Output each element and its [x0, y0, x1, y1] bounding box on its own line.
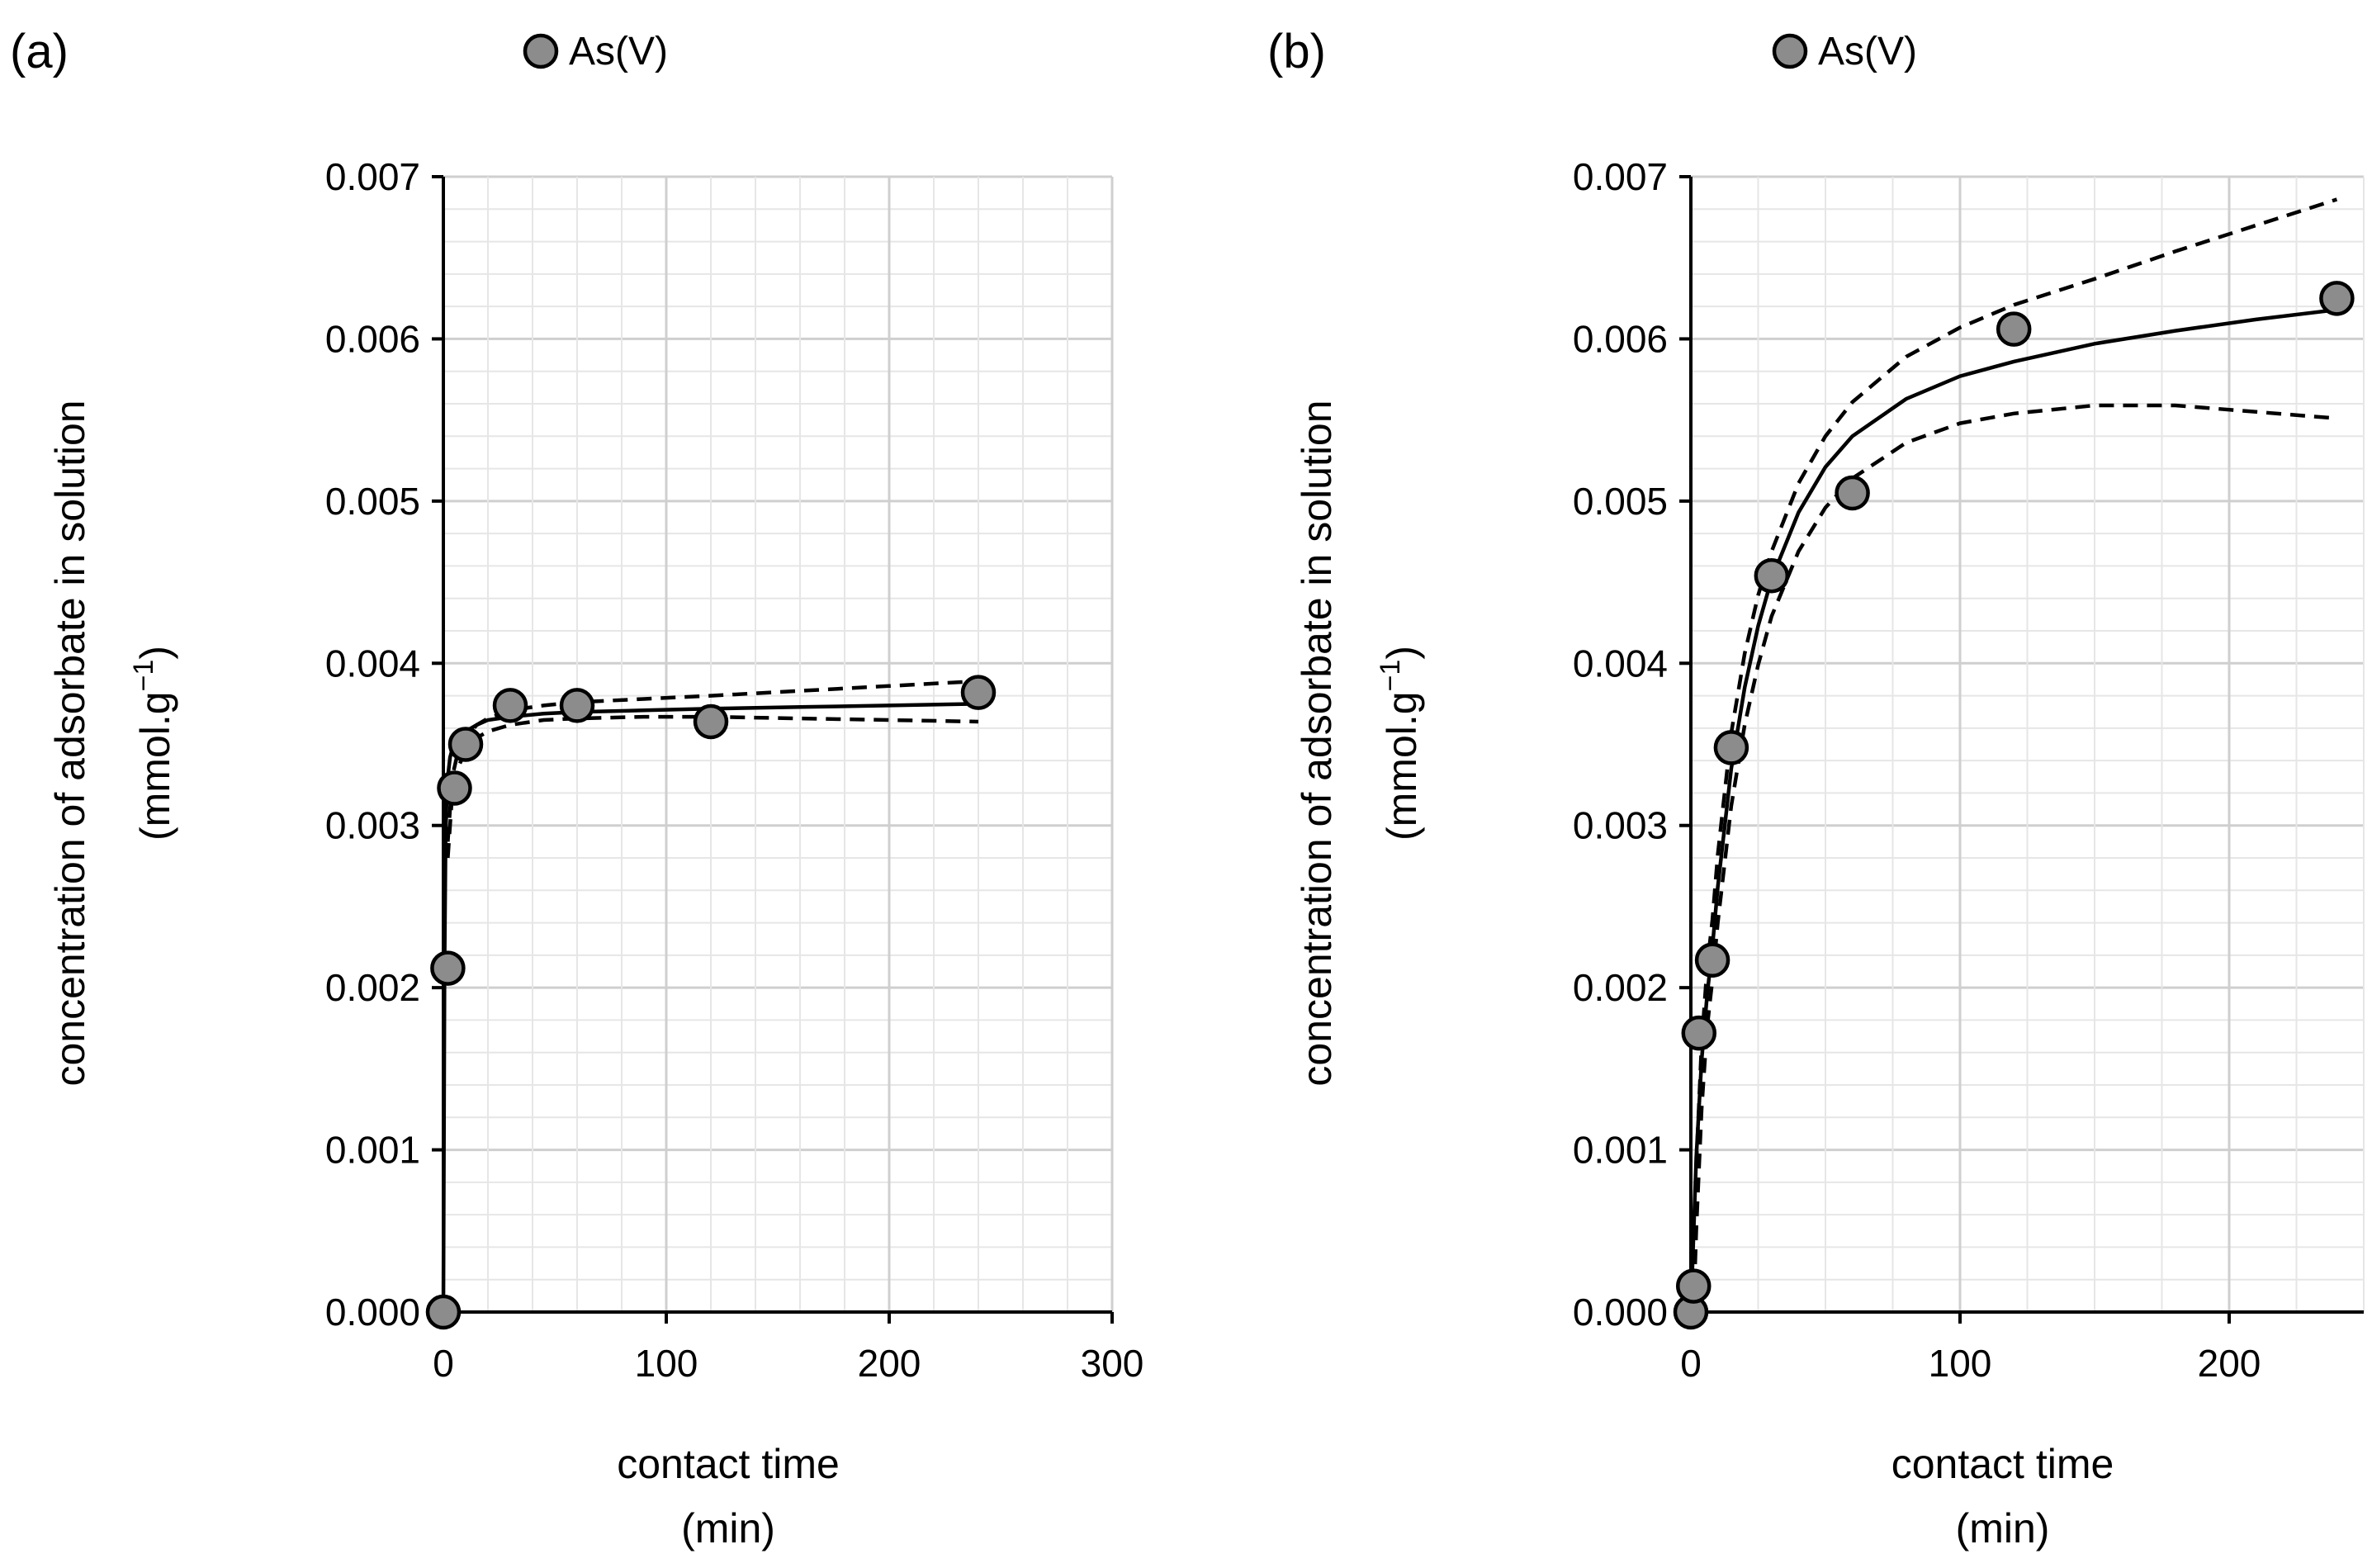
y-tick-label: 0.001 [1573, 1129, 1668, 1172]
y-axis-unit-main: (mmol.g [132, 691, 178, 841]
x-axis-unit: (min) [681, 1505, 775, 1551]
x-axis-title: contact time [617, 1441, 840, 1487]
data-point [1754, 557, 1790, 594]
y-axis-unit: (mmol.g−1) [128, 646, 178, 841]
data-point [437, 770, 472, 806]
chart-panel-b: 0.000 0.001 0.002 0.003 0.004 0.005 0.006 0.007… [1267, 25, 2365, 1551]
data-point [559, 688, 595, 723]
y-tick-label: 0.003 [1573, 804, 1668, 847]
y-axis-unit: (mmol.g−1) [1375, 646, 1425, 841]
data-point [2319, 281, 2355, 316]
x-tick-label: 200 [2198, 1342, 2261, 1385]
y-tick-label: 0.002 [1573, 966, 1668, 1009]
y-tick-label: 0.004 [325, 642, 420, 685]
data-point [1694, 942, 1730, 978]
y-axis-unit-close: ) [132, 646, 178, 660]
fit-curve-dashed [1694, 197, 2338, 1167]
data-point [425, 1294, 462, 1330]
y-tick-label: 0.004 [1573, 642, 1668, 685]
y-axis-unit-main: (mmol.g [1379, 691, 1425, 841]
legend-marker [523, 33, 559, 69]
chart-panel-a: 0.000 0.001 0.002 0.003 0.004 0.005 0.006 0.007… [10, 25, 1143, 1551]
data-point [430, 950, 466, 986]
y-tick-label: 0.003 [325, 804, 420, 847]
data-point [960, 675, 997, 710]
y-tick-label: 0.006 [1573, 317, 1668, 360]
y-tick-label: 0.007 [1573, 155, 1668, 198]
data-point [1676, 1268, 1712, 1304]
legend-marker [1772, 33, 1808, 69]
data-point [447, 727, 484, 762]
fit-curve-dashed [446, 679, 979, 842]
y-axis-title: concentration of adsorbate in solution [1294, 400, 1340, 1086]
x-tick-label: 100 [1929, 1342, 1992, 1385]
y-axis-unit-superscript: −1 [128, 660, 159, 692]
y-tick-label: 0.001 [325, 1129, 420, 1172]
x-axis-title: contact time [1891, 1441, 2114, 1487]
y-axis-title: concentration of adsorbate in solution [47, 400, 93, 1086]
panel-label: (b) [1267, 25, 1326, 78]
y-tick-label: 0.002 [325, 966, 420, 1009]
data-point [492, 688, 528, 723]
y-tick-label: 0.005 [325, 480, 420, 523]
y-tick-label: 0.006 [325, 317, 420, 360]
x-axis-unit: (min) [1956, 1505, 2050, 1551]
panel-label: (a) [10, 25, 69, 78]
x-tick-label: 300 [1081, 1342, 1144, 1385]
y-axis-unit-close: ) [1379, 646, 1425, 660]
grid [1689, 175, 2365, 1314]
grid [442, 175, 1114, 1314]
data-point [1996, 311, 2032, 347]
x-tick-label: 0 [1680, 1342, 1702, 1385]
fit-curve-solid [1688, 307, 2337, 1313]
data-point [1713, 730, 1749, 765]
data-point [1681, 1015, 1717, 1051]
x-tick-label: 200 [858, 1342, 921, 1385]
x-tick-label: 100 [635, 1342, 698, 1385]
y-tick-label: 0.005 [1573, 480, 1668, 523]
y-axis-unit-superscript: −1 [1375, 660, 1406, 692]
data-point [693, 703, 729, 740]
y-tick-label: 0.000 [1573, 1291, 1668, 1334]
legend-label: As(V) [569, 30, 668, 73]
data-point [1835, 475, 1870, 511]
legend-label: As(V) [1818, 30, 1917, 73]
x-tick-label: 0 [433, 1342, 454, 1385]
y-tick-label: 0.007 [325, 155, 420, 198]
y-tick-label: 0.000 [325, 1291, 420, 1334]
